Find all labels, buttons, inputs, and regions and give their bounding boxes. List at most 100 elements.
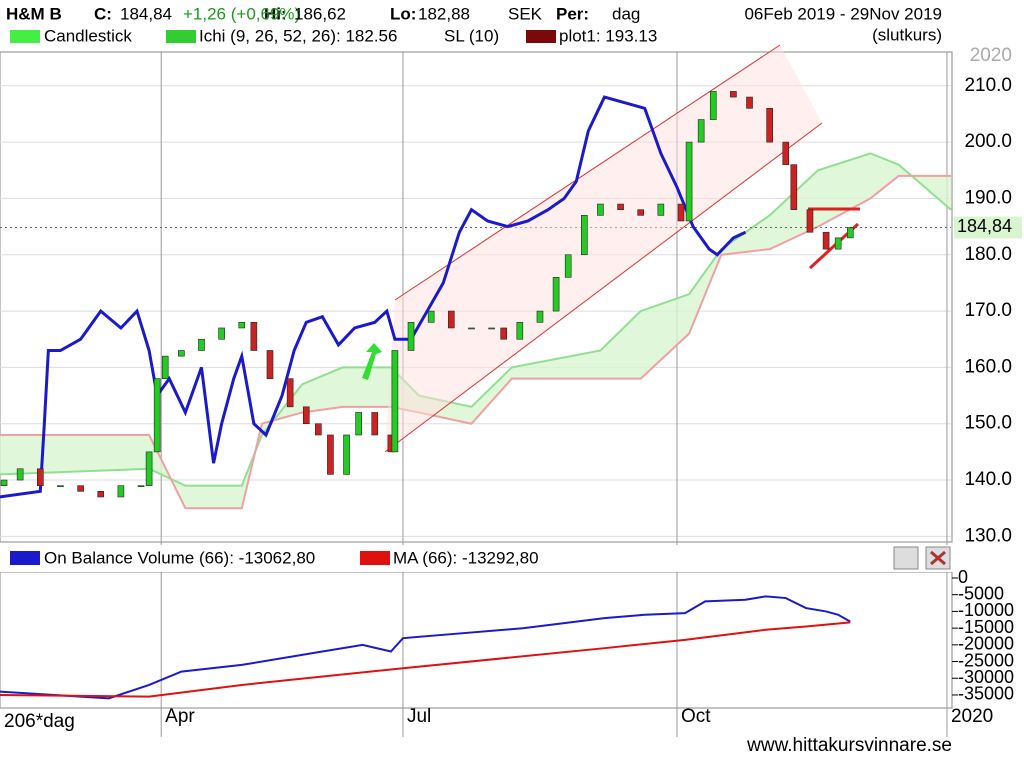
close-icon [930,550,946,566]
high: 186,62 [294,4,346,23]
legend-entry: MA (66): -13292,80 [393,548,539,567]
candle [782,141,790,165]
candle [238,322,246,329]
date-range: 06Feb 2019 - 29Nov 2019 [744,4,942,23]
period: dag [612,4,640,23]
y-tick-label: 160.0 [964,356,1012,377]
candle [846,227,854,239]
candle [536,310,544,323]
candle [746,96,753,109]
candle [145,451,153,486]
candle [709,91,717,120]
candle [97,491,105,498]
last-price-box [954,216,1022,239]
candle [697,119,705,143]
legend-entry: On Balance Volume (66): -13062,80 [44,548,315,567]
y-tick-label: -30000 [958,667,1014,687]
cloud-span-a [0,152,952,487]
arrow [362,343,382,380]
series-line [0,595,851,700]
candle [327,434,334,475]
candle [77,485,84,492]
candle [468,327,475,330]
change: +1,26 (+0,69%) [183,4,300,23]
candle [153,378,161,453]
candle [564,254,572,278]
candle [637,209,645,216]
lo-label: Lo: [390,4,416,23]
candle [581,215,588,256]
price-mode: (slutkurs) [872,25,942,44]
settings-button[interactable] [893,546,919,570]
candle [516,322,524,340]
legend-swatch [360,551,390,565]
candle [315,423,322,436]
y-tick-label: 190.0 [964,187,1012,208]
period-count: 206*dag [4,711,75,732]
x-tick-label: 2020 [951,706,993,727]
candle [391,350,399,453]
legend-swatch [10,30,40,43]
channel-fill [385,45,822,452]
candle [488,327,495,330]
y-tick-label: 140.0 [964,469,1012,490]
channel-line [384,122,823,453]
candle [302,406,310,425]
candle [16,468,24,481]
candle [266,350,274,379]
candle [286,378,294,408]
low: 182,88 [418,4,470,23]
legend-swatch [166,30,196,43]
cloud-fill [0,153,951,509]
symbol: H&M B [6,4,62,23]
candle [657,203,665,216]
candle [500,327,508,340]
y-tick-label: -15000 [958,617,1014,637]
y-tick-label: 150.0 [964,413,1012,434]
candle [822,231,830,250]
y-tick-label: 180.0 [964,244,1012,265]
candle [161,355,169,379]
lower-header [0,545,1024,572]
y-tick-label: -25000 [958,650,1014,670]
candle [117,485,125,498]
candle [355,412,362,436]
overlay-line [0,95,747,499]
legend-entry: SL (10) [444,26,499,45]
legend-swatch [10,551,40,565]
legend-entry: Candlestick [44,26,132,45]
y-tick-label: 210.0 [964,75,1012,96]
candle [407,322,415,351]
last-price-label: 184,84 [957,216,1012,236]
candle [218,327,225,340]
candle [343,434,350,475]
hi-label: Hi: [264,4,287,23]
candle [806,209,814,233]
per-label: Per: [556,4,589,23]
candle [198,338,205,351]
candle [178,350,185,357]
close: 184,84 [120,4,172,23]
candle [677,203,685,222]
candle [766,108,773,143]
price-frame [0,51,953,543]
candle [371,412,379,436]
candle [730,91,737,98]
x-tick-label: Jul [407,706,431,727]
currency: SEK [508,4,543,23]
y-tick-label: -5000 [958,583,1004,603]
candle [137,485,145,487]
candle [427,310,435,323]
legend-entry: plot1: 193.13 [559,26,657,45]
year-label: 2020 [970,45,1012,66]
legend-swatch [526,30,556,43]
candle [250,322,258,351]
y-tick-label: -20000 [958,634,1014,654]
candle [36,468,44,486]
x-tick-label: Apr [165,706,195,727]
candle [617,203,624,211]
y-tick-label: 170.0 [964,300,1012,321]
channel-line [394,44,781,301]
candle [790,164,798,211]
y-tick-label: 200.0 [964,131,1012,152]
